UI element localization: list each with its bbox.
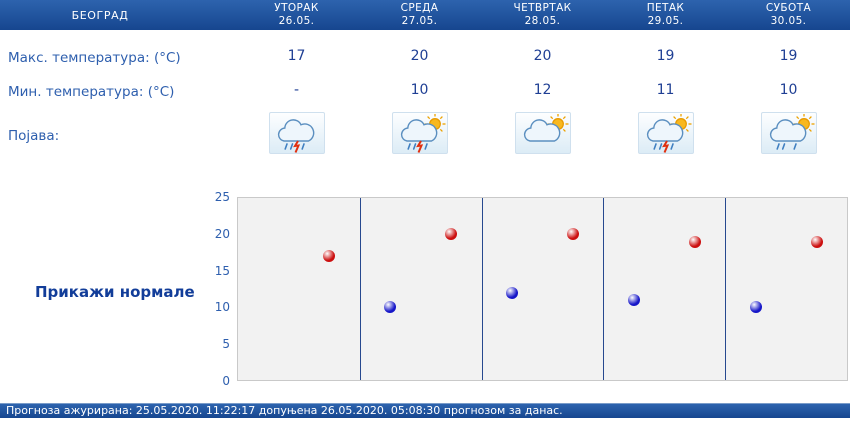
y-axis-tick-label: 0: [222, 374, 230, 388]
y-axis-tick-label: 15: [214, 263, 230, 278]
chart-point-min: [506, 286, 519, 299]
chart-y-axis: 0 5 10 15 20 25: [198, 190, 230, 388]
min-temp-value: 11: [656, 82, 675, 98]
chart-point-min: [749, 301, 762, 314]
max-temp-row: 17 20 20 19 19: [235, 48, 850, 64]
cloud-icon: [646, 119, 683, 142]
phenomena-row: [235, 112, 850, 158]
day-separator-line: [603, 198, 605, 380]
min-temp-label: Мин. температура: (°C): [8, 84, 175, 100]
max-temp-value: 19: [779, 48, 798, 64]
max-temp-value: 20: [410, 48, 429, 64]
day-name: СУБОТА: [765, 2, 812, 14]
day-separator-line: [359, 198, 361, 380]
min-temp-value: -: [293, 82, 300, 98]
phenomena-label: Појава:: [8, 128, 60, 144]
cloud-icon: [400, 119, 437, 142]
day-name: УТОРАК: [274, 2, 319, 14]
day-column-tuesday: УТОРАК 26.05.: [235, 0, 358, 30]
day-column-wednesday: СРЕДА 27.05.: [358, 0, 481, 30]
day-column-friday: ПЕТАК 29.05.: [604, 0, 727, 30]
day-column-thursday: ЧЕТВРТАК 28.05.: [481, 0, 604, 30]
day-columns: УТОРАК 26.05. СРЕДА 27.05. ЧЕТВРТАК 28.0…: [235, 0, 850, 30]
footer-bar: Прогноза ажурирана: 25.05.2020. 11:22:17…: [0, 403, 850, 418]
day-separator-line: [481, 198, 483, 380]
rain-icon: [775, 143, 797, 150]
max-temp-value: 19: [656, 48, 675, 64]
rain-icon: [652, 143, 674, 150]
day-date: 30.05.: [770, 15, 807, 27]
day-name: ЧЕТВРТАК: [513, 2, 572, 14]
max-temp-label: Макс. температура: (°C): [8, 50, 181, 66]
rain-icon: [283, 143, 305, 150]
y-axis-tick-label: 20: [214, 226, 230, 241]
cloud-icon: [277, 119, 314, 142]
y-axis-tick-label: 10: [214, 300, 230, 315]
min-temp-value: 12: [533, 82, 552, 98]
chart-point-max: [566, 228, 579, 241]
show-normals-button[interactable]: Прикажи нормале: [35, 283, 195, 301]
day-column-saturday: СУБОТА 30.05.: [727, 0, 850, 30]
chart-point-max: [323, 250, 336, 263]
weather-sun-rain-thunder-icon: [637, 112, 694, 154]
chart-point-min: [627, 293, 640, 306]
max-temp-value: 17: [287, 48, 306, 64]
lightning-icon: [661, 140, 669, 153]
day-name: ПЕТАК: [646, 2, 685, 14]
weather-sun-cloud-icon: [514, 112, 571, 154]
day-name: СРЕДА: [400, 2, 439, 14]
weather-sun-rain-thunder-icon: [391, 112, 448, 154]
chart-point-max: [688, 235, 701, 248]
chart-point-max: [810, 235, 823, 248]
min-temp-row: - 10 12 11 10: [235, 82, 850, 98]
weather-sun-rain-icon: [760, 112, 817, 154]
min-temp-value: 10: [779, 82, 798, 98]
day-date: 28.05.: [524, 15, 561, 27]
cloud-icon: [769, 119, 806, 142]
chart-point-min: [384, 301, 397, 314]
day-date: 27.05.: [401, 15, 438, 27]
y-axis-tick-label: 5: [222, 337, 230, 352]
y-axis-tick-label: 25: [214, 190, 230, 204]
weather-rain-thunder-icon: [268, 112, 325, 154]
max-temp-value: 20: [533, 48, 552, 64]
day-date: 29.05.: [647, 15, 684, 27]
day-date: 26.05.: [278, 15, 315, 27]
chart-point-max: [445, 228, 458, 241]
lightning-icon: [292, 140, 300, 153]
footer-update-text: Прогноза ажурирана: 25.05.2020. 11:22:17…: [6, 404, 563, 417]
temperature-chart-plot-area: [237, 197, 848, 381]
header-bar: БЕОГРАД УТОРАК 26.05. СРЕДА 27.05. ЧЕТВР…: [0, 0, 850, 30]
lightning-icon: [415, 140, 423, 153]
day-separator-line: [725, 198, 727, 380]
rain-icon: [406, 143, 428, 150]
min-temp-value: 10: [410, 82, 429, 98]
cloud-icon: [523, 119, 560, 142]
city-name: БЕОГРАД: [71, 8, 129, 22]
